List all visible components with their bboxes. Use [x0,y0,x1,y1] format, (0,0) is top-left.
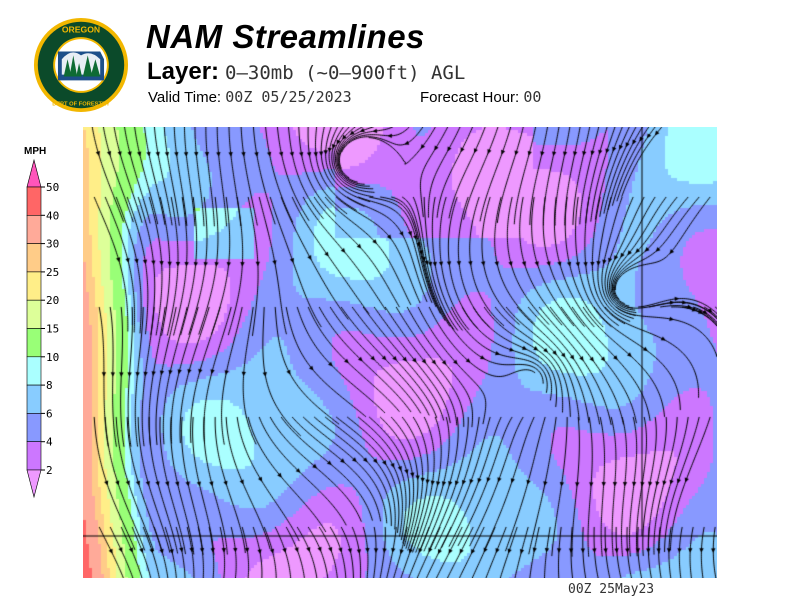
forecast-hour: Forecast Hour: 00 [420,88,541,106]
footer-timestamp: 00Z 25May23 [568,582,655,597]
legend-band [26,384,42,414]
forecast-hour-label: Forecast Hour: [420,89,520,106]
layer-info: Layer: 0–30mb (~0–900ft) AGL [147,58,465,86]
wind-speed-legend: 50 40 30 25 20 15 10 8 6 4 2 [26,158,59,499]
legend-tick-label: 25 [46,266,59,279]
legend-band [26,328,42,358]
legend-band [26,271,42,301]
legend-band [26,214,42,244]
layer-value: 0–30mb (~0–900ft) AGL [225,62,466,84]
streamline-map [83,127,717,578]
legend-tick-label: 20 [46,294,59,307]
oregon-department-of-forestry-logo: OREGON DEPT OF FORESTRY [33,17,129,113]
valid-time-value: 00Z 05/25/2023 [225,88,352,106]
legend-band [26,356,42,386]
legend-tick-label: 6 [46,407,53,420]
page-title: NAM Streamlines [146,18,425,55]
layer-label: Layer: [147,58,220,85]
valid-time-label: Valid Time: [148,89,222,106]
legend-tick-label: 8 [46,379,53,392]
legend-tick-label: 15 [46,323,59,336]
legend-tick-label: 30 [46,238,59,251]
legend-band [26,413,42,442]
legend-unit: MPH [24,146,47,157]
legend-band [26,441,42,471]
legend-below-min-triangle [26,469,42,499]
svg-text:OREGON: OREGON [62,24,100,34]
legend-tick-label: 4 [46,436,53,449]
legend-tick-label: 2 [46,464,53,477]
forecast-hour-value: 00 [523,88,542,106]
legend-tick-label: 10 [46,351,59,364]
legend-above-max-triangle [26,158,42,188]
svg-text:DEPT OF FORESTRY: DEPT OF FORESTRY [52,101,110,107]
legend-tick-label: 50 [46,181,59,194]
valid-time: Valid Time: 00Z 05/25/2023 [148,88,352,106]
legend-band [26,243,42,273]
legend-band [26,299,42,329]
legend-tick-label: 40 [46,209,59,222]
legend-band [26,186,42,216]
